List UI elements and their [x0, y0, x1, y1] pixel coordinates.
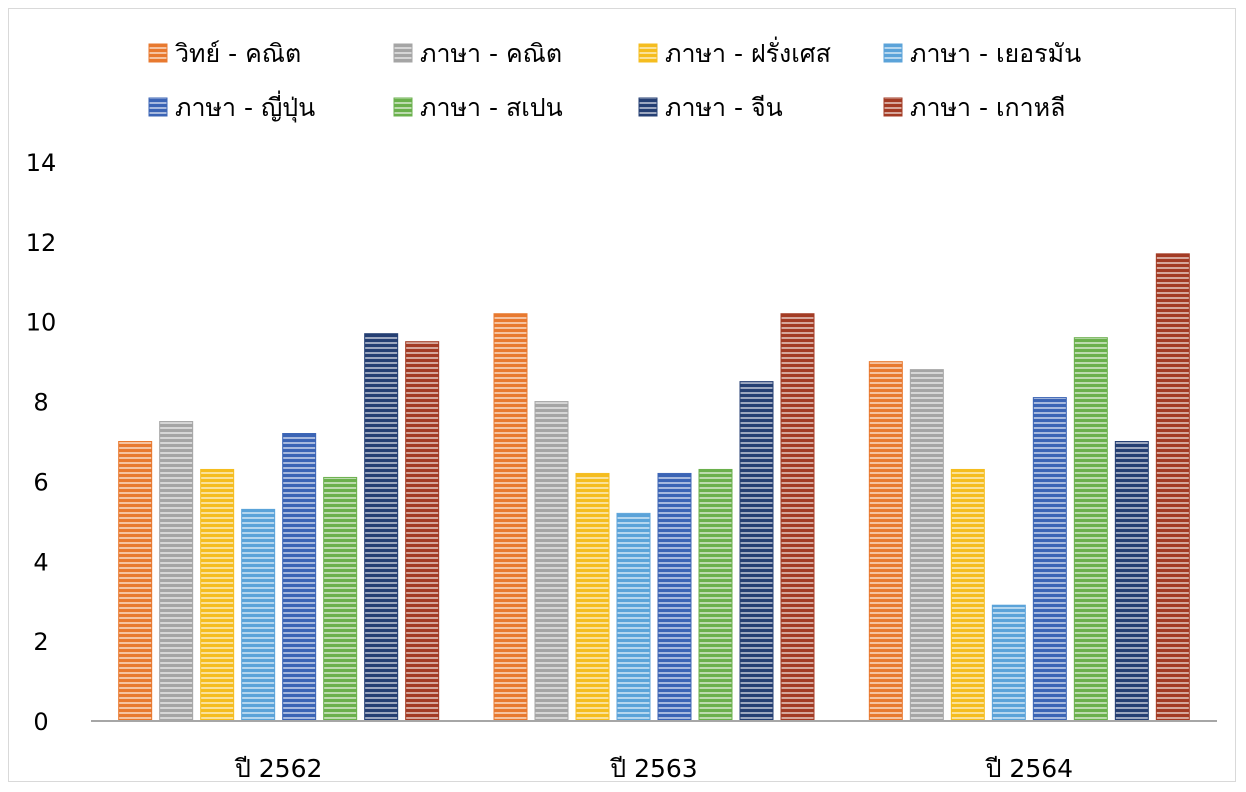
legend-swatch-5 — [148, 97, 168, 117]
legend-label-6: ภาษา - สเปน — [420, 93, 563, 122]
bar-series-7-cat-3 — [1114, 441, 1149, 722]
legend-item-2: ภาษา - คณิต — [393, 39, 562, 68]
bar-series-1-cat-2 — [493, 313, 528, 722]
bar-series-4-cat-2 — [616, 512, 651, 722]
bar-series-1-cat-1 — [118, 441, 153, 722]
legend-swatch-7 — [638, 97, 658, 117]
x-category-label: ปี 2562 — [234, 754, 322, 783]
bar-series-1-cat-3 — [868, 361, 903, 722]
bar-series-5-cat-3 — [1032, 397, 1067, 722]
legend-swatch-4 — [883, 43, 903, 63]
bar-series-8-cat-2 — [780, 313, 815, 722]
bar-series-6-cat-2 — [698, 468, 733, 722]
y-tick-label: 8 — [33, 389, 48, 417]
legend-item-6: ภาษา - สเปน — [393, 93, 563, 122]
bars — [118, 253, 1190, 722]
bar-series-4-cat-1 — [241, 508, 276, 722]
bar-series-2-cat-2 — [534, 401, 569, 722]
bar-series-2-cat-1 — [159, 421, 194, 722]
legend-label-4: ภาษา - เยอรมัน — [910, 39, 1081, 68]
x-category-label: ปี 2563 — [610, 754, 698, 783]
x-category-label: ปี 2564 — [985, 754, 1073, 783]
bar-series-3-cat-2 — [575, 472, 610, 722]
bar-series-5-cat-1 — [282, 433, 317, 722]
bar-series-2-cat-3 — [909, 369, 944, 722]
legend-item-7: ภาษา - จีน — [638, 93, 783, 122]
y-tick-label: 14 — [26, 149, 57, 177]
legend-label-1: วิทย์ - คณิต — [175, 39, 301, 68]
bar-series-6-cat-3 — [1073, 337, 1108, 722]
legend-label-7: ภาษา - จีน — [665, 93, 783, 122]
legend-swatch-6 — [393, 97, 413, 117]
bar-series-4-cat-3 — [991, 604, 1026, 722]
legend-label-5: ภาษา - ญี่ปุ่น — [175, 90, 315, 123]
legend-item-4: ภาษา - เยอรมัน — [883, 39, 1081, 68]
bar-series-3-cat-3 — [950, 468, 985, 722]
bar-series-8-cat-3 — [1155, 253, 1190, 722]
bar-series-7-cat-1 — [364, 333, 399, 722]
bar-series-8-cat-1 — [405, 341, 440, 722]
y-tick-label: 0 — [33, 708, 48, 736]
bar-series-5-cat-2 — [657, 472, 692, 722]
legend-swatch-8 — [883, 97, 903, 117]
legend: วิทย์ - คณิต ภาษา - คณิต ภาษา - ฝรั่งเศส ภา… — [148, 36, 1081, 123]
y-tick-label: 10 — [26, 309, 57, 337]
y-tick-label: 6 — [33, 468, 48, 496]
legend-item-5: ภาษา - ญี่ปุ่น — [148, 90, 315, 123]
legend-label-2: ภาษา - คณิต — [420, 39, 562, 68]
legend-swatch-2 — [393, 43, 413, 63]
legend-label-3: ภาษา - ฝรั่งเศส — [665, 36, 831, 68]
legend-swatch-1 — [148, 43, 168, 63]
y-tick-label: 4 — [33, 548, 48, 576]
legend-swatch-3 — [638, 43, 658, 63]
x-axis-categories: ปี 2562 ปี 2563 ปี 2564 — [234, 754, 1073, 783]
chart-frame: วิทย์ - คณิต ภาษา - คณิต ภาษา - ฝรั่งเศส ภา… — [8, 8, 1236, 783]
bar-series-3-cat-1 — [200, 468, 235, 722]
y-tick-label: 2 — [33, 628, 48, 656]
legend-item-3: ภาษา - ฝรั่งเศส — [638, 36, 831, 68]
bar-series-6-cat-1 — [323, 476, 358, 722]
bar-series-7-cat-2 — [739, 381, 774, 722]
legend-label-8: ภาษา - เกาหลี — [910, 93, 1065, 122]
legend-item-1: วิทย์ - คณิต — [148, 39, 301, 68]
legend-item-8: ภาษา - เกาหลี — [883, 93, 1065, 122]
y-tick-label: 12 — [26, 229, 57, 257]
bar-chart: วิทย์ - คณิต ภาษา - คณิต ภาษา - ฝรั่งเศส ภา… — [26, 36, 1217, 783]
y-axis-ticks: 0 2 4 6 8 10 12 14 — [26, 149, 57, 736]
